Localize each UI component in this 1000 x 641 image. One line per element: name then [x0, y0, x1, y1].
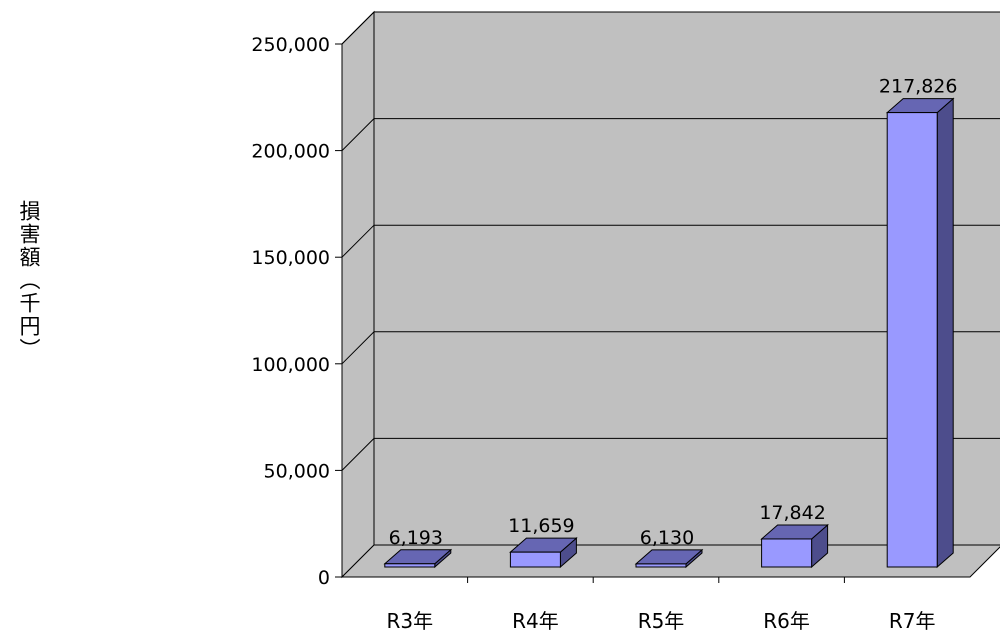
data-label: 11,659 — [508, 515, 574, 537]
gridline — [341, 224, 1000, 258]
gridline — [341, 118, 1000, 151]
x-tick-label: R4年 — [512, 609, 559, 633]
gridline — [341, 437, 1000, 471]
y-tick-label: 50,000 — [264, 460, 330, 482]
bar — [509, 551, 561, 568]
data-label: 6,193 — [389, 527, 443, 549]
gridline — [341, 331, 1000, 365]
data-label: 6,130 — [640, 527, 694, 549]
y-tick-label: 200,000 — [251, 141, 330, 163]
bar — [886, 112, 938, 568]
side-wall — [341, 10, 375, 579]
y-tick-label: 250,000 — [251, 34, 330, 56]
data-label: 17,842 — [759, 502, 825, 524]
bar — [384, 563, 436, 568]
data-label: 217,826 — [879, 76, 958, 98]
bar — [761, 538, 813, 568]
y-tick-label: 150,000 — [251, 247, 330, 269]
x-tick-label: R5年 — [638, 609, 685, 633]
x-tick-label: R6年 — [763, 609, 810, 633]
y-tick-label: 100,000 — [251, 354, 330, 376]
x-tick-label: R7年 — [889, 609, 936, 633]
x-tick-label: R3年 — [386, 609, 433, 633]
y-axis-label: 損害額（千円） — [17, 200, 41, 361]
y-tick-label: 0 — [318, 567, 330, 589]
bar-side — [936, 97, 954, 569]
gridline — [341, 11, 1000, 45]
bar — [635, 563, 687, 568]
